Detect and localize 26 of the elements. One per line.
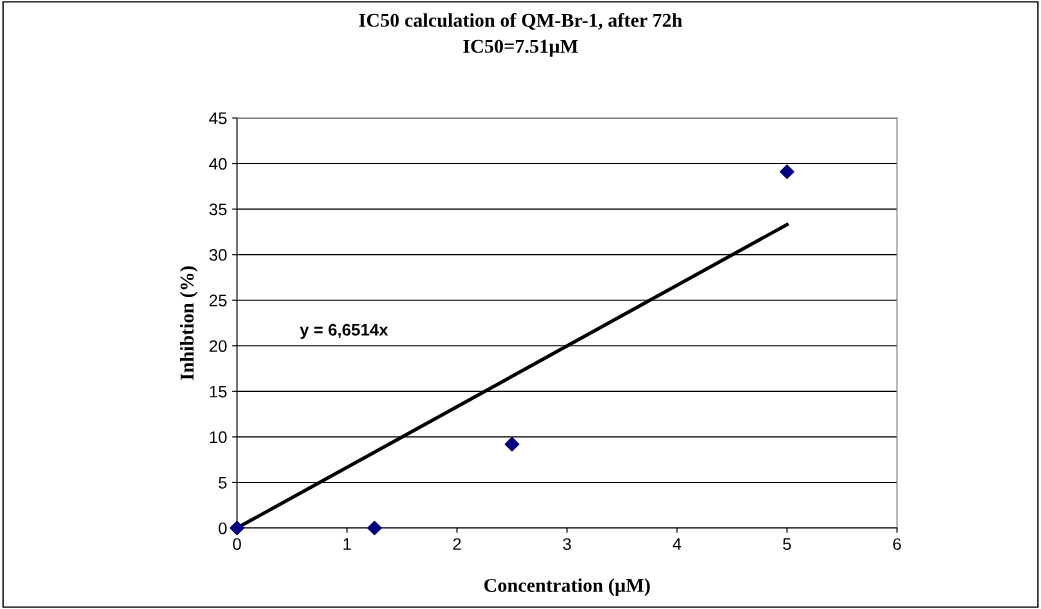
x-axis-title: Concentration (µM) [484, 578, 650, 596]
point [367, 520, 382, 536]
x-tick-label: 1 [343, 538, 351, 550]
annotation: y = 6,6514x [299, 323, 389, 339]
chart-subtitle: IC50=7.51µM [463, 39, 578, 57]
y-tick-label: 35 [209, 203, 227, 216]
y-tick-label: 5 [218, 477, 227, 489]
x-tick-label: 0 [233, 538, 241, 550]
y-tick-label: 30 [209, 249, 227, 261]
x-tick-label: 6 [893, 538, 901, 550]
y-tick-label: 20 [209, 340, 227, 352]
point [504, 436, 520, 452]
y-axis-title: Inhibtion (%) [180, 266, 198, 380]
x-tick-label: 5 [783, 538, 791, 550]
y-tick-label: 40 [209, 157, 227, 170]
point [229, 520, 245, 536]
y-tick-label: 15 [210, 385, 227, 398]
x-tick-label: 2 [453, 538, 461, 550]
x-tick-label: 3 [563, 538, 571, 550]
y-tick-label: 10 [210, 431, 227, 444]
x-tick-label: 4 [672, 538, 682, 550]
chart-title: IC50 calculation of QM-Br-1, after 72h [359, 12, 683, 30]
y-tick-label: 45 [209, 112, 227, 125]
point [779, 164, 795, 180]
y-tick-label: 25 [209, 294, 227, 307]
y-tick-label: 0 [218, 522, 227, 535]
